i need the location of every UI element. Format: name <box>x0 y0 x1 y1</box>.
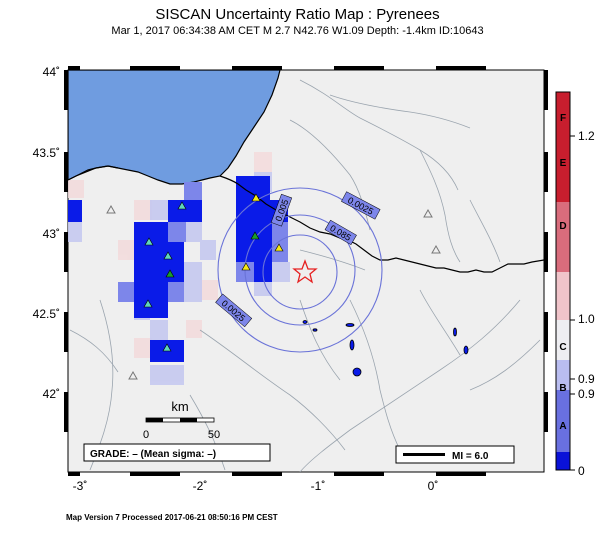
svg-text:km: km <box>171 399 188 414</box>
map-title: SISCAN Uncertainty Ratio Map : Pyrenees <box>155 6 440 23</box>
latitude-labels: 44˚ 43.5˚ 43˚ 42.5˚ 42˚ <box>33 65 60 401</box>
bay-of-biscay <box>68 70 281 185</box>
svg-text:C: C <box>559 342 566 353</box>
svg-text:D: D <box>559 221 566 232</box>
epicenter-star <box>292 259 318 284</box>
svg-text:43˚: 43˚ <box>43 227 60 241</box>
svg-text:1.2: 1.2 <box>578 129 595 143</box>
svg-text:MI = 6.0: MI = 6.0 <box>452 451 489 462</box>
event-info: Mar 1, 2017 06:34:38 AM CET M 2.7 N42.76… <box>111 25 484 37</box>
svg-text:42˚: 42˚ <box>43 387 60 401</box>
stations-cyan <box>143 201 187 352</box>
svg-text:-3˚: -3˚ <box>73 479 88 493</box>
mi-box: MI = 6.0 <box>395 445 515 464</box>
svg-text:0: 0 <box>143 429 149 441</box>
stations-grey <box>106 204 441 380</box>
uncertainty-pale-cells <box>68 172 290 385</box>
stations-yellow <box>241 193 284 271</box>
uncertainty-light-cells <box>68 152 272 358</box>
svg-text:42.5˚: 42.5˚ <box>33 307 60 321</box>
grade-box: GRADE: – (Mean sigma: –) <box>83 443 271 462</box>
processing-footer: Map Version 7 Processed 2017-06-21 08:50… <box>66 513 278 522</box>
distance-scale: km 0 50 <box>143 399 220 441</box>
stations-green <box>165 231 260 278</box>
uncertainty-dark-cells <box>68 176 288 362</box>
svg-text:-1˚: -1˚ <box>311 479 326 493</box>
uncertainty-medium-cells <box>118 182 288 302</box>
svg-text:0.9: 0.9 <box>578 387 595 401</box>
svg-text:E: E <box>560 158 567 169</box>
svg-text:0˚: 0˚ <box>428 479 439 493</box>
svg-text:F: F <box>560 113 566 124</box>
svg-text:-2˚: -2˚ <box>193 479 208 493</box>
svg-text:A: A <box>559 421 566 432</box>
svg-text:44˚: 44˚ <box>43 65 60 79</box>
svg-text:50: 50 <box>208 429 220 441</box>
svg-text:0: 0 <box>578 464 585 478</box>
reservoirs <box>302 320 469 377</box>
coastline <box>68 165 119 181</box>
longitude-labels: -3˚ -2˚ -1˚ 0˚ <box>73 479 439 493</box>
colorbar: F E D C B A 1.2 1.0 0.9 0.9 0 <box>555 91 595 478</box>
svg-text:1.0: 1.0 <box>578 312 595 326</box>
svg-text:43.5˚: 43.5˚ <box>33 146 60 160</box>
svg-text:0.9: 0.9 <box>578 372 595 386</box>
svg-text:GRADE: – (Mean sigma: –): GRADE: – (Mean sigma: –) <box>90 449 216 460</box>
frame-ticks <box>64 66 548 476</box>
international-border <box>219 175 544 273</box>
svg-text:B: B <box>559 383 566 394</box>
